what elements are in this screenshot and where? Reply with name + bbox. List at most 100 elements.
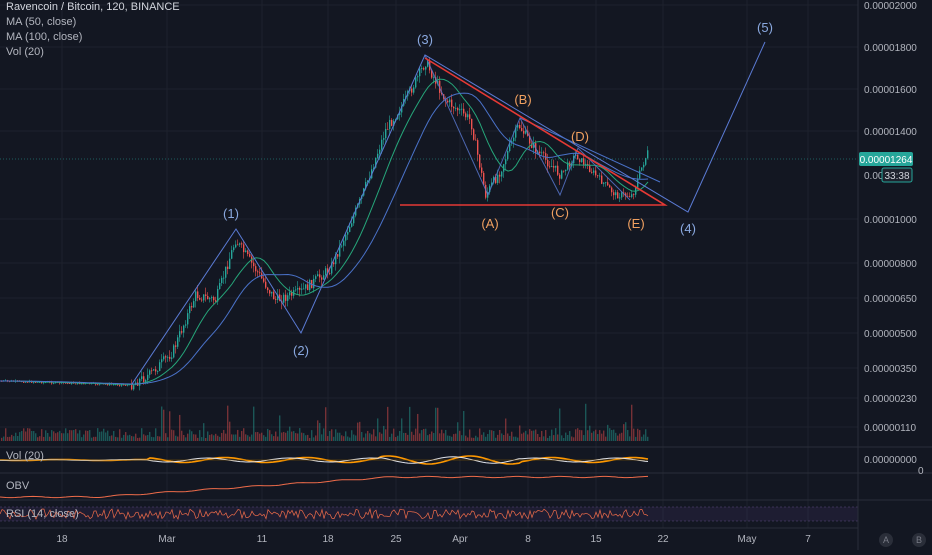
candle-body [205,294,207,296]
volume-bar [529,429,531,441]
volume-bar [133,436,135,441]
log-scale-button[interactable]: B [912,533,926,547]
candle-body [547,159,549,167]
volume-bar [547,437,549,441]
candle-body [489,185,491,193]
rsi-pane-label[interactable]: RSI (14, close) [6,508,79,520]
volume-bar [9,436,11,441]
candle-body [617,192,619,199]
candle-body [193,301,195,308]
volume-bar [557,434,559,441]
volume-bar [237,429,239,441]
legend-ma100[interactable]: MA (100, close) [6,31,83,43]
wave-label: (3) [417,32,433,47]
volume-bar [451,436,453,441]
volume-bar [175,435,177,441]
macd-axis-value: 0 [918,466,924,477]
volume-bar [163,409,165,441]
legend-vol[interactable]: Vol (20) [6,46,44,58]
legend-ma50[interactable]: MA (50, close) [6,16,77,28]
volume-bar [197,437,199,441]
volume-bar [447,435,449,441]
candle-body [229,258,231,269]
candle-body [471,118,473,130]
candle-body [455,108,457,109]
candle-body [389,119,391,130]
candle-body [247,250,249,255]
vol-pane-label[interactable]: Vol (20) [6,450,44,462]
volume-bar [347,436,349,441]
volume-bar [93,436,95,441]
candle-body [367,180,369,182]
volume-bar [119,429,121,441]
candle-body [75,383,77,385]
volume-bar [285,432,287,441]
auto-scale-button[interactable]: A [879,533,893,547]
candle-body [633,194,635,195]
candle-body [269,290,271,294]
candle-body [287,295,289,301]
volume-bar [407,434,409,441]
volume-bar [621,432,623,441]
y-tick-label: 0.00002000 [864,1,917,12]
volume-bar [349,437,351,441]
candle-body [401,105,403,113]
candle-body [475,139,477,141]
volume-bar [43,436,45,441]
volume-bar [165,433,167,441]
candle-body [325,268,327,276]
wave-label: (1) [223,206,239,221]
volume-bar [85,430,87,441]
candle-body [143,376,145,382]
wave-label: (C) [551,205,569,220]
volume-bar [161,406,163,441]
candle-body [515,127,517,138]
volume-bar [427,435,429,441]
volume-bar [405,432,407,441]
volume-bar [335,429,337,441]
candle-body [465,113,467,118]
volume-bar [511,431,513,441]
candle-body [131,384,133,390]
volume-bar [365,433,367,441]
volume-bar [145,435,147,441]
volume-bar [13,436,15,441]
candle-body [97,384,99,386]
candle-body [27,381,29,383]
candle-body [83,383,85,385]
volume-bar [593,431,595,441]
volume-bar [549,435,551,441]
candle-body [345,234,347,241]
volume-bar [379,432,381,441]
volume-bar [167,437,169,441]
candle-body [365,181,367,189]
obv-pane-label[interactable]: OBV [6,480,30,492]
volume-bar [11,434,13,441]
volume-bar [189,429,191,441]
candle-body [595,170,597,176]
candle-body [309,279,311,291]
volume-bar [403,432,405,441]
candle-body [81,383,83,385]
candle-body [585,163,587,165]
volume-bar [67,433,69,441]
y-tick-label: 0.00001600 [864,85,917,96]
candle-body [185,324,187,326]
candle-body [25,381,27,383]
volume-bar [363,437,365,441]
volume-bar [453,434,455,441]
candle-body [233,247,235,251]
volume-bar [57,432,59,441]
volume-bar [635,436,637,441]
candle-body [463,108,465,114]
volume-bar [489,429,491,441]
candle-body [497,174,499,183]
candle-body [163,356,165,360]
volume-bar [377,418,379,441]
candle-body [307,284,309,291]
volume-bar [589,425,591,441]
volume-bar [609,428,611,441]
candle-body [449,99,451,103]
